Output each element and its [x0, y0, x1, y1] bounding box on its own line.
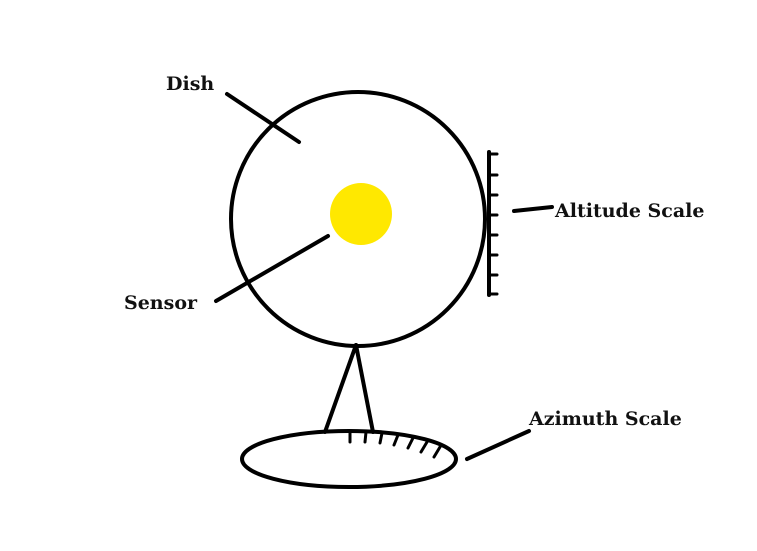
- azimuth-scale-label: Azimuth Scale: [528, 408, 682, 430]
- sensor-leader-line: [214, 234, 330, 303]
- azimuth-tick: [392, 433, 400, 447]
- stand-leg-right: [354, 343, 375, 434]
- azimuth-tick: [363, 430, 368, 444]
- stand-leg-left: [323, 343, 358, 434]
- stand: [323, 343, 375, 434]
- azimuth-tick: [406, 436, 415, 450]
- azimuth-leader-line: [465, 429, 531, 461]
- altitude-scale: [487, 150, 499, 297]
- azimuth-scale-ticks: [348, 430, 442, 459]
- altitude-scale-label: Altitude Scale: [554, 200, 704, 222]
- dish-leader-line: [225, 92, 301, 144]
- leader-lines: [214, 92, 554, 461]
- azimuth-tick: [378, 431, 384, 445]
- azimuth-tick: [419, 440, 429, 454]
- sensor-label: Sensor: [124, 292, 198, 314]
- altitude-scale-ticks: [487, 152, 499, 296]
- azimuth-scale: [240, 429, 458, 489]
- altitude-leader-line: [512, 205, 554, 213]
- dish-label: Dish: [166, 73, 214, 95]
- sensor-circle: [330, 183, 392, 245]
- azimuth-tick: [432, 445, 442, 459]
